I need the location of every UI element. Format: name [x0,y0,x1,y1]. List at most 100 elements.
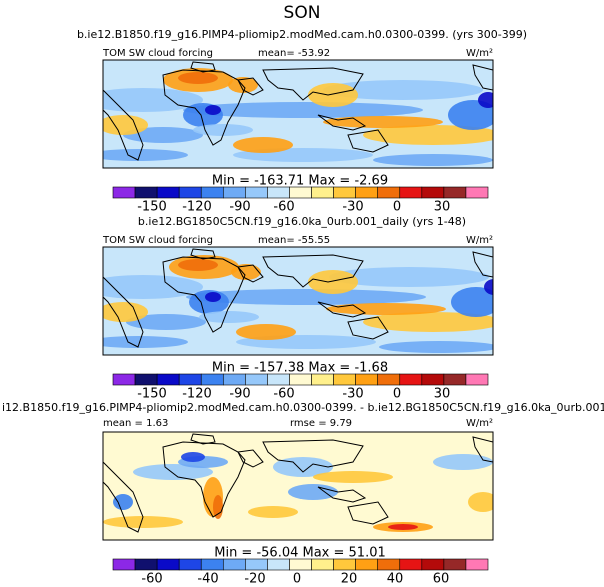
coastline [472,64,493,91]
panel-subtitle: i12.B1850.f19_g16.PIMP4-pliomip2.modMed.… [2,401,604,414]
colorbar-box [289,558,312,571]
colorbar-box [134,558,158,571]
field-patch [205,292,221,302]
field-patch [273,457,333,477]
colorbar-box [245,558,268,571]
colorbar-box [443,373,467,386]
colorbar-box [267,558,290,571]
colorbar-box [333,186,356,199]
colorbar-box [333,558,356,571]
field-patch [363,312,493,332]
coastline [262,439,364,473]
field-patch [103,149,188,161]
colorbar-box [311,558,334,571]
colorbar-box [421,186,445,199]
colorbar-label: -90 [229,387,250,402]
field-patch [326,303,446,315]
field-patch [193,124,253,136]
colorbar-box [156,186,180,199]
map [103,247,493,355]
coastline [190,61,216,73]
colorbar-box [311,373,334,386]
colorbar-box [200,186,224,199]
colorbar-box [399,373,423,386]
colorbar-box [178,558,202,571]
colorbar-label: 0 [393,387,401,402]
colorbar-box [222,373,246,386]
coastline [162,69,246,146]
field-label: TOM SW cloud forcing [102,48,213,59]
min-max: Min = -163.71 Max = -2.69 [212,174,388,189]
field-patch [205,105,221,115]
field-patch [103,88,203,112]
panel: b.ie12.BG1850C5CN.f19_g16.0ka_0urb.001_d… [102,215,494,402]
colorbar-box [112,186,136,199]
colorbar-label: -150 [137,387,167,402]
map-frame [102,431,494,541]
coastline [347,316,389,340]
colorbar-label: -60 [273,387,294,402]
field-patch [103,115,148,135]
stat-label: mean = 1.63 [103,418,168,429]
colorbar-label: -30 [342,387,363,402]
field-patch [103,302,148,322]
coastline [162,256,246,333]
colorbar-label: -120 [182,387,212,402]
coastline [472,436,493,463]
units-label: W/m² [466,235,493,246]
stat-label: mean= -55.55 [258,235,330,246]
field-patch [323,116,443,128]
panel-subtitle: b.ie12.BG1850C5CN.f19_g16.0ka_0urb.001_d… [138,215,466,228]
colorbar-box [421,373,445,386]
field-patch [363,125,493,145]
colorbar-label: -30 [342,200,363,215]
colorbar-box [156,373,180,386]
field-patch [484,279,493,295]
field-patch [213,495,223,519]
colorbar-box [377,186,401,199]
field-patch [103,275,203,299]
colorbar-box [421,558,445,571]
field-patch [308,270,358,294]
colorbar-label: 0 [393,200,401,215]
colorbar-box [200,558,224,571]
coastline [103,276,144,348]
colorbar-box [377,373,401,386]
units-label: W/m² [466,48,493,59]
colorbar-box [465,558,489,571]
colorbar-box [112,373,136,386]
field-patch [178,259,218,271]
field-patch [181,452,205,462]
colorbar-box [267,373,290,386]
field-patch [308,83,358,107]
colorbar-box [333,373,356,386]
field-patch [451,287,493,317]
field-patch [183,102,423,118]
colorbar-label: 20 [341,572,358,587]
colorbar-label: -90 [229,200,250,215]
field-patch [468,492,493,512]
field-patch [373,154,493,166]
colorbar-box [267,186,290,199]
field-patch [233,137,293,153]
colorbar-label: 30 [434,387,451,402]
coastline [347,129,389,153]
map [103,432,493,540]
panel: b.ie12.B1850.f19_g16.PIMP4-pliomip2.modM… [77,28,527,215]
colorbar-box [200,373,224,386]
colorbar-label: -120 [182,200,212,215]
colorbar-box [443,186,467,199]
map-frame [102,246,494,356]
map [103,60,493,168]
field-patch [126,314,206,330]
field-patch [379,341,493,353]
coastline [237,264,264,283]
field-patch [288,484,338,500]
coastline [190,433,216,445]
field-patch [313,471,393,483]
colorbar-label: -20 [244,572,265,587]
coastline [237,77,264,96]
colorbar-box [465,186,489,199]
map-frame [102,59,494,169]
